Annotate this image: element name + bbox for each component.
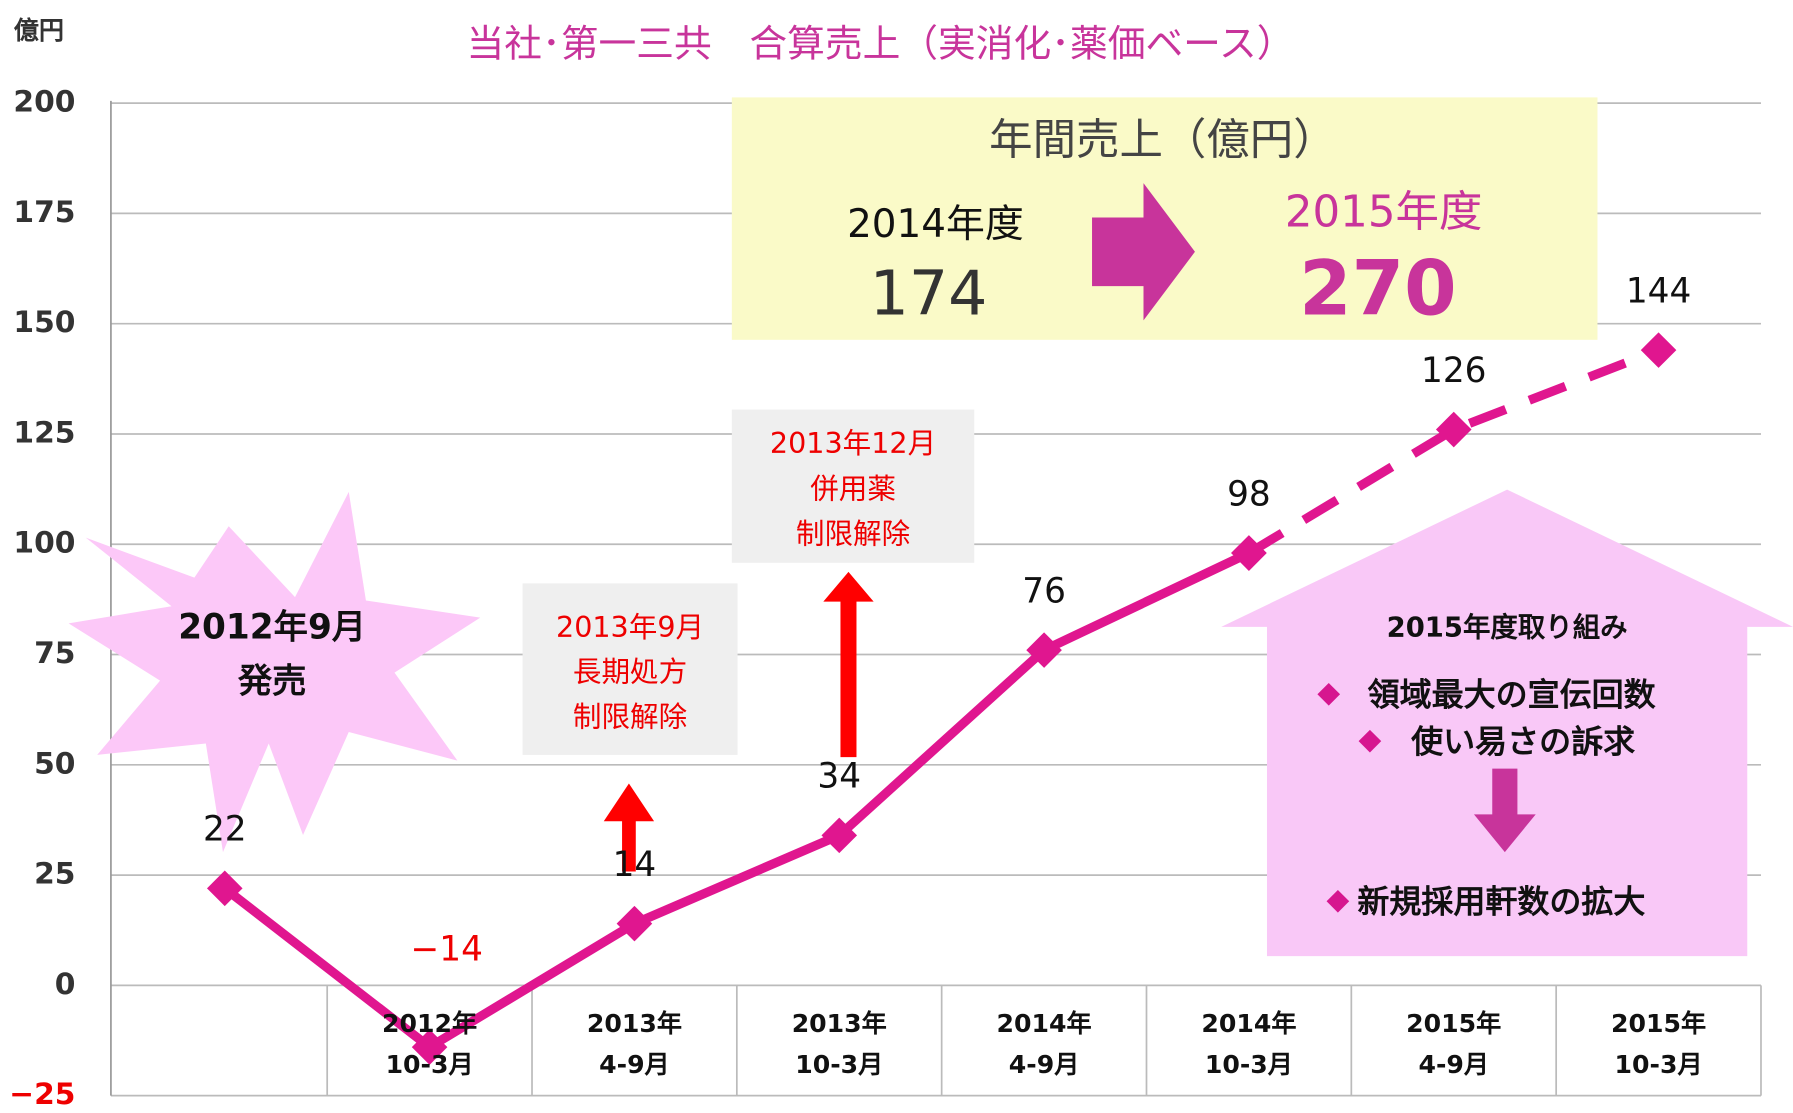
- y-tick-label: 125: [13, 415, 75, 450]
- red-arrow: [823, 571, 874, 758]
- plan-shape: [1221, 489, 1793, 957]
- value-label: 144: [1626, 271, 1691, 311]
- marker: [821, 817, 858, 854]
- value-label: 34: [817, 757, 861, 797]
- annual-title: 年間売上（億円）: [989, 116, 1337, 166]
- plan-title: 2015年度取り組み: [1387, 612, 1628, 644]
- marker: [1435, 411, 1472, 448]
- x-tick-label: 2014年: [1201, 1009, 1296, 1038]
- y-unit: 億円: [14, 16, 64, 45]
- event-text: 2013年9月: [556, 610, 704, 644]
- red-arrow: [603, 783, 655, 872]
- event-text: 制限解除: [796, 516, 910, 550]
- y-tick-label: 200: [13, 85, 75, 120]
- x-tick-label: 2015年: [1611, 1009, 1706, 1038]
- event-box: [522, 583, 738, 755]
- plan-item: 使い易さの訴求: [1410, 722, 1635, 760]
- event-text: 2013年12月: [770, 426, 936, 460]
- event-text: 長期処方: [573, 655, 687, 689]
- x-tick-label: 2013年: [792, 1009, 887, 1038]
- event-text: 併用薬: [810, 472, 896, 506]
- event-box: [731, 409, 975, 563]
- launch-text: 発売: [238, 661, 307, 701]
- x-tick-label: 2014年: [997, 1009, 1092, 1038]
- from-value: 174: [870, 258, 988, 330]
- x-tick-label: 10-3月: [1205, 1050, 1293, 1079]
- x-tick-label: 4-9月: [1009, 1050, 1080, 1079]
- value-label: 76: [1022, 571, 1066, 611]
- from-label: 2014年度: [847, 202, 1024, 247]
- down-arrow: [1473, 768, 1536, 853]
- value-label: 14: [613, 845, 657, 885]
- value-label: 98: [1227, 474, 1271, 514]
- x-tick-label: 2013年: [587, 1009, 682, 1038]
- y-tick-label: 150: [13, 305, 75, 340]
- x-tick-label: 4-9月: [599, 1050, 670, 1079]
- starburst: [68, 491, 481, 853]
- y-tick-label: 25: [34, 857, 75, 892]
- y-tick-label: 50: [34, 746, 75, 781]
- x-tick-label: 2015年: [1406, 1009, 1501, 1038]
- plan-result: 新規採用軒数の拡大: [1357, 883, 1645, 921]
- x-tick-label: 10-3月: [795, 1050, 883, 1079]
- launch-text: 2012年9月: [178, 608, 366, 648]
- marker: [1640, 332, 1677, 368]
- marker: [1026, 632, 1062, 668]
- value-label: 22: [203, 810, 247, 850]
- y-tick-label: −25: [9, 1077, 75, 1112]
- y-tick-label: 175: [13, 195, 75, 230]
- x-tick-label: 10-3月: [386, 1050, 474, 1079]
- y-tick-label: 75: [34, 636, 75, 671]
- value-label: 126: [1421, 351, 1486, 391]
- series-line: [1246, 345, 1661, 557]
- y-tick-label: 100: [13, 526, 75, 561]
- x-tick-label: 4-9月: [1418, 1050, 1489, 1079]
- to-label: 2015年度: [1285, 188, 1482, 238]
- x-tick-label: 10-3月: [1615, 1050, 1703, 1079]
- chart-title: 当社･第一三共 合算売上（実消化･薬価ベース）: [467, 21, 1295, 65]
- to-value: 270: [1299, 245, 1457, 333]
- y-tick-label: 0: [55, 967, 76, 1002]
- value-label: −14: [411, 930, 483, 970]
- event-text: 制限解除: [573, 699, 687, 733]
- series-line: [221, 548, 1251, 1052]
- plan-item: 領域最大の宣伝回数: [1368, 676, 1657, 714]
- x-tick-label: 2012年: [382, 1009, 477, 1038]
